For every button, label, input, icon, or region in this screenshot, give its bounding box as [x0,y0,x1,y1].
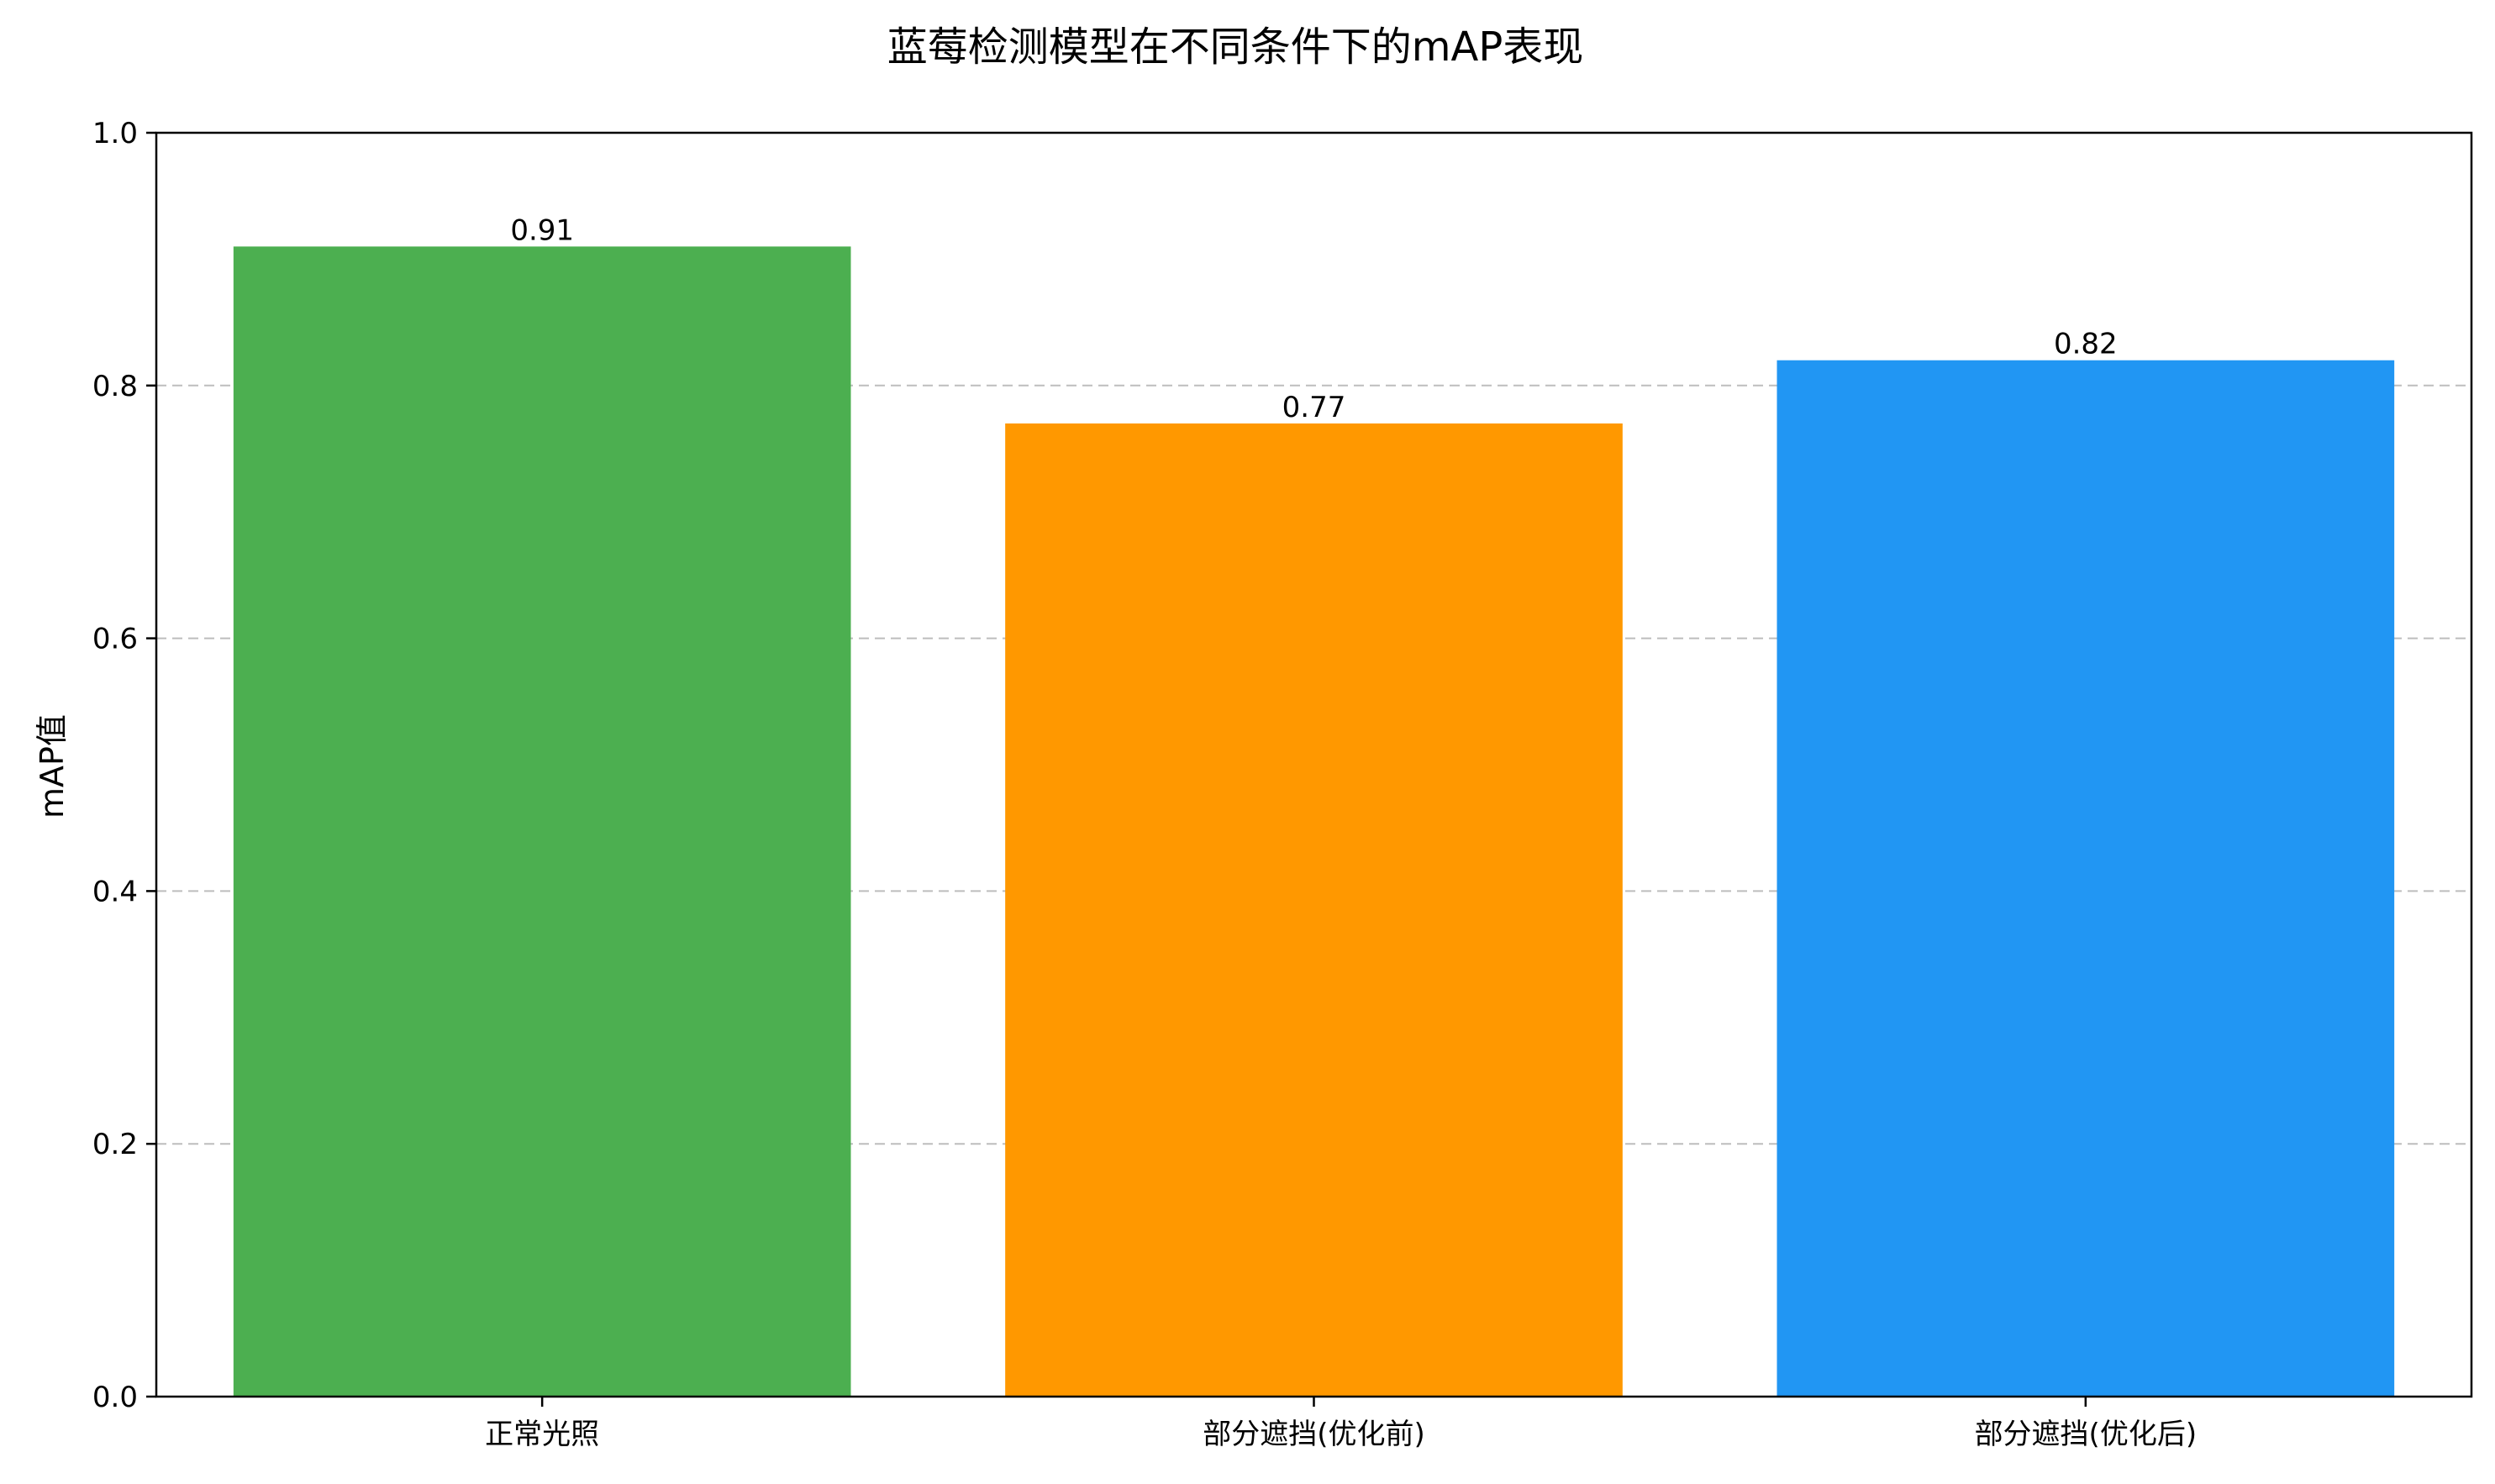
x-ticks: 正常光照 部分遮挡(优化前) 部分遮挡(优化后) [485,1397,2197,1451]
y-tick-label: 0.4 [92,875,138,908]
y-tick-label: 0.8 [92,370,138,403]
y-tick-label: 1.0 [92,117,138,150]
y-axis-label: mAP值 [34,714,71,818]
bars [233,246,2395,1397]
bar [1005,423,1623,1397]
data-label: 0.91 [510,213,574,247]
data-label: 0.77 [1282,391,1346,424]
bar [1777,360,2395,1397]
data-label: 0.82 [2054,328,2118,361]
chart-title: 蓝莓检测模型在不同条件下的mAP表现 [887,24,1584,71]
x-tick-label: 部分遮挡(优化后) [1975,1418,2198,1451]
y-ticks: 0.0 0.2 0.4 0.6 0.8 1.0 [92,117,156,1414]
value-labels: 0.91 0.77 0.82 [510,213,2117,424]
x-tick-label: 部分遮挡(优化前) [1203,1418,1425,1451]
y-tick-label: 0.0 [92,1381,138,1414]
x-tick-label: 正常光照 [485,1418,599,1451]
bar [233,246,851,1397]
y-tick-label: 0.6 [92,623,138,656]
y-tick-label: 0.2 [92,1128,138,1161]
